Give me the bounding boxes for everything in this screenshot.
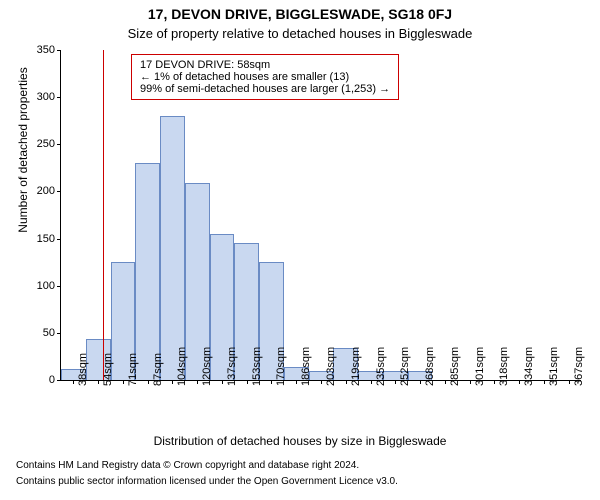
annotation-line2: ← 1% of detached houses are smaller (13) [140, 71, 390, 83]
xtick-mark [346, 380, 347, 384]
xtick-mark [395, 380, 396, 384]
ytick-label: 300 [37, 91, 55, 103]
ytick-label: 200 [37, 185, 55, 197]
ytick-label: 350 [37, 44, 55, 56]
x-axis-label: Distribution of detached houses by size … [0, 434, 600, 448]
annotation-line3: 99% of semi-detached houses are larger (… [140, 83, 390, 95]
ytick-label: 250 [37, 138, 55, 150]
ytick-mark [57, 144, 61, 145]
ytick-label: 100 [37, 280, 55, 292]
xtick-mark [271, 380, 272, 384]
ytick-mark [57, 97, 61, 98]
page-title: 17, DEVON DRIVE, BIGGLESWADE, SG18 0FJ [0, 6, 600, 22]
histogram-plot: 05010015020025030035038sqm54sqm71sqm87sq… [60, 50, 581, 381]
xtick-mark [296, 380, 297, 384]
annotation-box: 17 DEVON DRIVE: 58sqm← 1% of detached ho… [131, 54, 399, 100]
xtick-mark [321, 380, 322, 384]
y-axis-label: Number of detached properties [16, 0, 30, 315]
ytick-mark [57, 380, 61, 381]
ytick-mark [57, 239, 61, 240]
ytick-label: 50 [43, 327, 55, 339]
ytick-label: 0 [49, 374, 55, 386]
xtick-mark [569, 380, 570, 384]
xtick-mark [123, 380, 124, 384]
xtick-mark [494, 380, 495, 384]
xtick-mark [172, 380, 173, 384]
annotation-line1: 17 DEVON DRIVE: 58sqm [140, 59, 390, 71]
xtick-mark [247, 380, 248, 384]
attribution-line-2: Contains public sector information licen… [16, 476, 398, 487]
histogram-bar [135, 163, 160, 380]
xtick-mark [544, 380, 545, 384]
xtick-mark [371, 380, 372, 384]
ytick-label: 150 [37, 233, 55, 245]
ytick-mark [57, 50, 61, 51]
ytick-mark [57, 286, 61, 287]
attribution-line-1: Contains HM Land Registry data © Crown c… [16, 460, 359, 471]
xtick-mark [197, 380, 198, 384]
xtick-mark [73, 380, 74, 384]
xtick-mark [445, 380, 446, 384]
xtick-mark [148, 380, 149, 384]
xtick-mark [519, 380, 520, 384]
marker-line [103, 50, 104, 380]
xtick-mark [420, 380, 421, 384]
xtick-mark [470, 380, 471, 384]
subtitle: Size of property relative to detached ho… [0, 26, 600, 41]
ytick-mark [57, 191, 61, 192]
histogram-bar [160, 116, 185, 380]
ytick-mark [57, 333, 61, 334]
xtick-mark [98, 380, 99, 384]
xtick-mark [222, 380, 223, 384]
